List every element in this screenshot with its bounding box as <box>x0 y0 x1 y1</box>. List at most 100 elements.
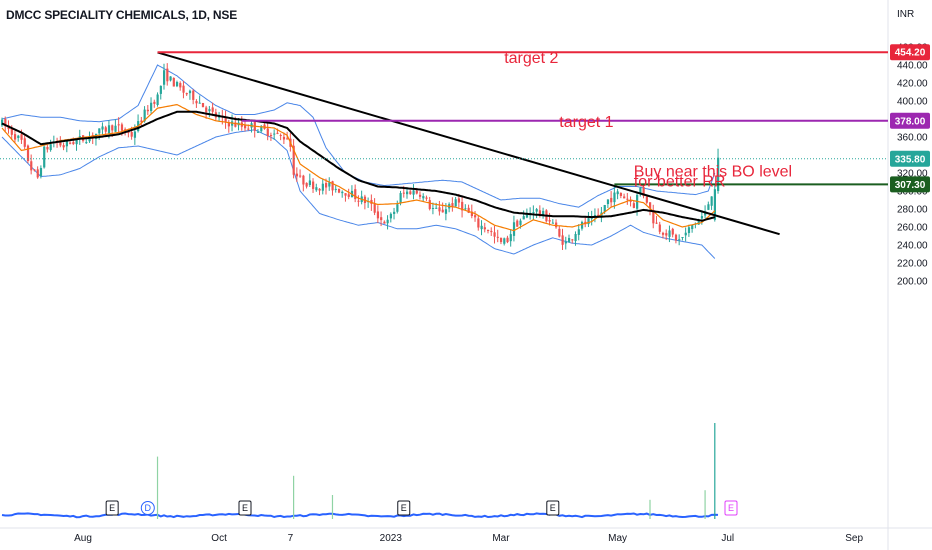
candle-body <box>334 188 337 190</box>
candle-body <box>39 168 43 176</box>
candle-body <box>17 135 20 138</box>
price-tick-label: 240.00 <box>897 241 928 252</box>
price-tick-label: 280.00 <box>897 205 928 216</box>
candle-body <box>577 229 580 235</box>
candle-body <box>276 132 279 134</box>
candle-body <box>383 221 386 224</box>
candle-body <box>185 93 188 95</box>
candle-body <box>211 107 214 112</box>
candle-body <box>143 109 146 122</box>
candle-body <box>312 181 315 189</box>
candle-body <box>402 192 405 194</box>
candle-body <box>555 222 558 228</box>
price-tick-label: 320.00 <box>897 169 928 180</box>
candle-body <box>234 122 237 127</box>
price-axis: 460.00440.00420.00400.00380.00360.00340.… <box>890 43 930 288</box>
event-marker-label: E <box>109 503 115 513</box>
candle-body <box>260 126 263 132</box>
candle-body <box>354 189 357 200</box>
candle-body <box>477 218 480 228</box>
bollinger-upper-line <box>1 64 716 208</box>
candle-body <box>107 125 111 134</box>
price-tick-label: 400.00 <box>897 97 928 108</box>
time-tick-label: Jul <box>721 533 734 544</box>
candle-body <box>192 90 195 100</box>
candle-body <box>457 198 461 203</box>
currency-label: INR <box>897 9 915 20</box>
level-2-badge-label: 378.00 <box>895 116 926 127</box>
time-tick-label: 7 <box>288 533 294 544</box>
price-tick-label: 260.00 <box>897 223 928 234</box>
candle-body <box>542 210 545 215</box>
candle-body <box>687 227 691 234</box>
candle-body <box>516 220 519 227</box>
candle-body <box>133 131 137 138</box>
candle-body <box>247 128 250 130</box>
downtrend-line[interactable] <box>157 51 780 236</box>
time-tick-label: Oct <box>211 533 227 544</box>
candle-body <box>710 196 713 206</box>
candle-body <box>409 191 412 195</box>
candle-body <box>707 204 710 210</box>
earnings-marker[interactable] <box>397 500 411 516</box>
candle-body <box>661 232 665 235</box>
candle-body <box>580 221 584 229</box>
time-axis: Aug Oct 7 2023 Mar May Jul Sep <box>74 533 863 544</box>
candle-body <box>684 232 687 236</box>
annotation-text-3: Buy near this BO level <box>634 164 792 181</box>
candle-body <box>428 200 431 209</box>
candle-body <box>626 198 629 200</box>
earnings-marker[interactable] <box>724 500 738 516</box>
candle-body <box>425 197 428 199</box>
volume-layer <box>1 423 719 519</box>
candle-body <box>645 196 648 203</box>
candle-body <box>415 190 418 194</box>
candle-body <box>548 220 551 222</box>
candle-body <box>538 210 542 215</box>
earnings-marker[interactable] <box>105 500 119 516</box>
level-2-badge <box>890 112 930 129</box>
candle-body <box>130 132 133 137</box>
price-tick-label: 220.00 <box>897 259 928 270</box>
candle-body <box>431 207 435 209</box>
candle-body <box>561 235 564 245</box>
candle-body <box>571 239 574 241</box>
candle-body <box>347 194 350 197</box>
candle-body <box>23 138 26 147</box>
current-price-badge <box>890 150 930 167</box>
candle-body <box>98 128 101 134</box>
candle-body <box>146 109 149 112</box>
candle-body <box>454 199 457 207</box>
candle-body <box>525 213 529 218</box>
candle-body <box>519 220 522 225</box>
candle-body <box>480 225 483 230</box>
dividend-marker[interactable] <box>140 501 155 515</box>
candle-body <box>678 239 681 241</box>
earnings-marker[interactable] <box>546 500 560 516</box>
candle-body <box>493 232 496 237</box>
candle-body <box>292 145 295 175</box>
event-marker-label: E <box>728 503 734 513</box>
candle-body <box>315 187 318 191</box>
candle-body <box>302 175 305 185</box>
candle-body <box>418 194 422 197</box>
candle-body <box>328 182 331 187</box>
candle-body <box>295 173 299 177</box>
candle-body <box>393 211 396 214</box>
candle-body <box>266 128 269 136</box>
candle-body <box>72 142 75 145</box>
candle-body <box>496 236 499 238</box>
candle-body <box>551 222 554 224</box>
time-tick-label: Aug <box>74 533 92 544</box>
candle-body <box>4 118 7 127</box>
candle-body <box>629 200 632 202</box>
time-tick-label: May <box>608 533 627 544</box>
candle-body <box>412 190 415 195</box>
candle-body <box>120 124 124 131</box>
earnings-marker[interactable] <box>238 500 252 516</box>
candle-body <box>665 233 668 236</box>
candle-body <box>43 146 46 168</box>
candle-body <box>282 136 286 140</box>
event-marker-label: E <box>242 503 248 513</box>
